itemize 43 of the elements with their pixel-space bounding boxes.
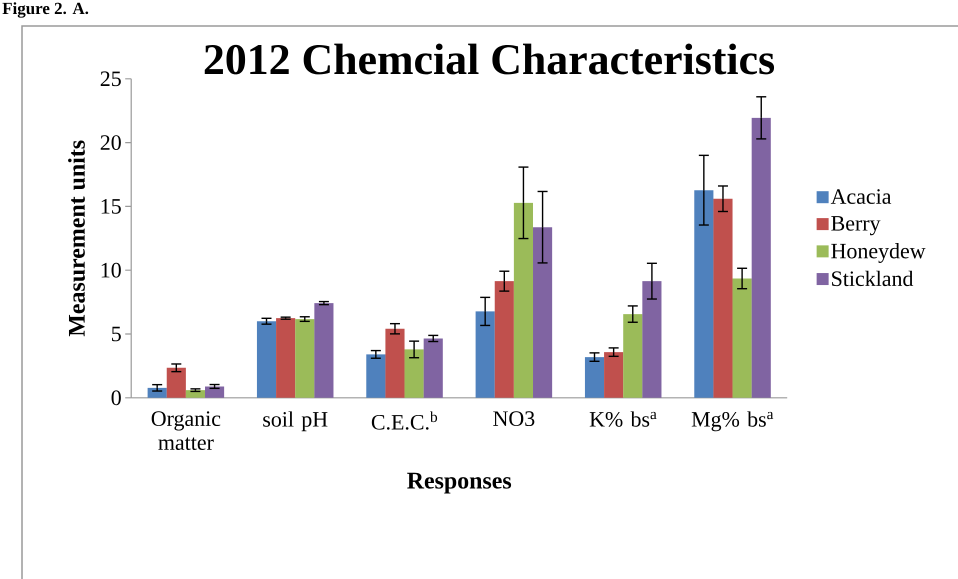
y-tick-label: 20 <box>100 135 121 150</box>
y-axis-title: Measurement units <box>68 140 85 336</box>
bar <box>404 349 424 398</box>
y-tick-label: 25 <box>100 71 121 86</box>
bar <box>694 190 714 398</box>
legend-label: Stickland <box>832 270 914 286</box>
bar <box>584 357 604 398</box>
bar <box>424 338 443 398</box>
bar <box>604 352 624 398</box>
x-tick-label: Mg% bs$^{a}$ <box>692 411 774 432</box>
bar <box>732 278 752 398</box>
bar <box>623 314 642 398</box>
legend-label: Acacia <box>830 189 892 204</box>
bar <box>533 227 552 398</box>
bar <box>514 202 534 398</box>
legend-label: Honeydew <box>831 243 926 263</box>
y-tick-label: 10 <box>102 262 121 278</box>
bar <box>713 198 733 398</box>
legend-label: Berry <box>831 216 880 236</box>
bar <box>148 388 167 398</box>
bar <box>205 386 224 398</box>
bar <box>256 321 276 398</box>
y-tick-label: 0 <box>112 390 121 406</box>
bar <box>366 354 386 398</box>
bar <box>494 281 514 398</box>
bar <box>166 368 186 398</box>
bar <box>314 303 334 398</box>
x-tick-label: NO3 <box>493 411 534 426</box>
bar <box>276 318 296 398</box>
x-tick-label: Organic matter <box>152 411 220 450</box>
chart-title: 2012 Chemcial Characteristics <box>204 44 774 74</box>
bar <box>295 319 314 398</box>
y-tick-label: 15 <box>102 199 121 214</box>
x-tick-label: soil pH <box>263 411 328 432</box>
caption: Figure 2. A. <box>2 2 88 18</box>
bar <box>752 118 771 398</box>
bar <box>476 311 495 398</box>
bar <box>385 328 405 398</box>
x-tick-label: K% bs$^{a}$ <box>590 411 657 427</box>
bar <box>642 281 662 398</box>
x-tick-label: C.E.C.$^{b}$ <box>372 411 438 430</box>
y-tick-label: 5 <box>112 326 121 342</box>
x-axis-title: Responses <box>407 472 512 494</box>
